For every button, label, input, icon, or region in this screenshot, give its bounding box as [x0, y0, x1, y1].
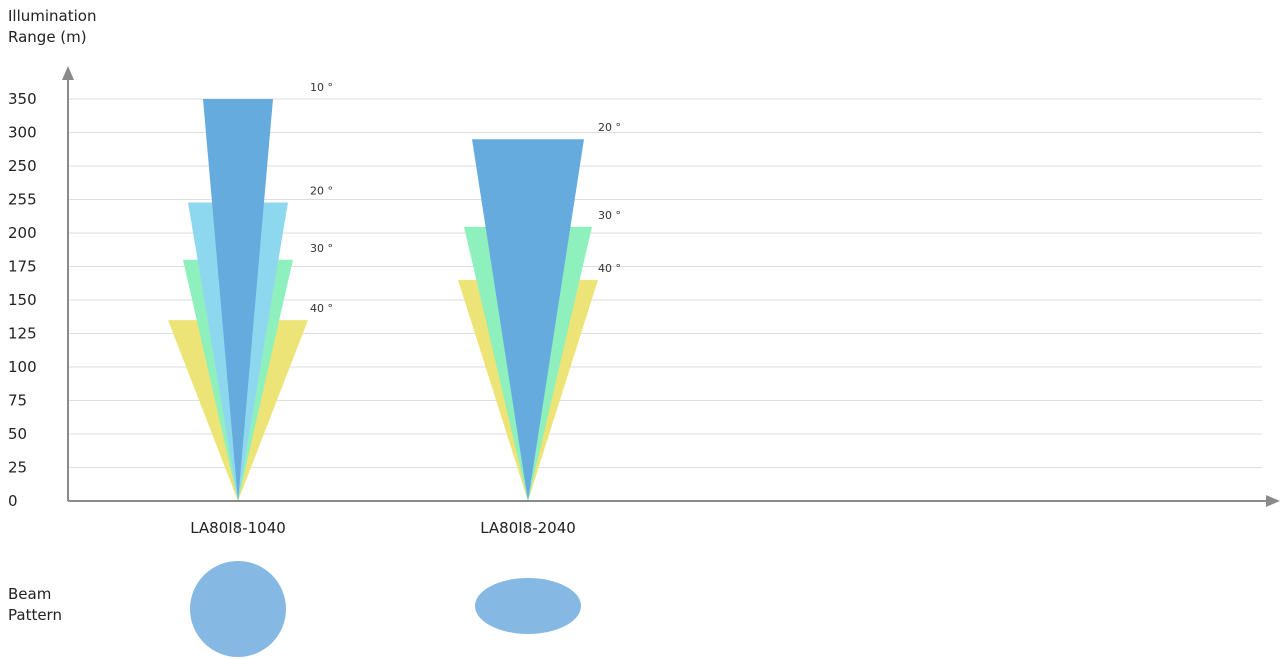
beam-patterns	[190, 561, 581, 657]
y-tick-label: 125	[8, 325, 37, 343]
angle-label: 20 °	[310, 185, 333, 198]
y-tick-label: 300	[8, 124, 37, 142]
y-tick-label: 350	[8, 90, 37, 108]
beam-pattern-circle	[190, 561, 286, 657]
y-tick-label: 175	[8, 258, 37, 276]
angle-label: 20 °	[598, 121, 621, 134]
y-axis-title: Illumination Range (m)	[8, 6, 96, 48]
y-tick-label: 200	[8, 224, 37, 242]
x-axis-arrow-icon	[1266, 495, 1280, 507]
angle-label: 30 °	[598, 209, 621, 222]
beam-la80i8-2040-20	[472, 139, 584, 501]
beam-triangles	[168, 99, 598, 501]
product-label: LA80I8-2040	[480, 519, 576, 537]
y-tick-label: 250	[8, 157, 37, 175]
y-axis-arrow-icon	[62, 66, 74, 80]
y-tick-label: 255	[8, 191, 37, 209]
beam-pattern-title-line-2: Pattern	[8, 606, 62, 624]
y-tick-label: 50	[8, 425, 27, 443]
y-tick-label: 100	[8, 358, 37, 376]
y-tick-label: 0	[8, 492, 18, 510]
product-label: LA80I8-1040	[190, 519, 286, 537]
y-axis-title-line-2: Range (m)	[8, 28, 87, 46]
y-tick-label: 25	[8, 459, 27, 477]
angle-label: 30 °	[310, 242, 333, 255]
beam-la80i8-1040-10	[203, 99, 273, 501]
beam-pattern-title-line-1: Beam	[8, 585, 52, 603]
angle-label: 40 °	[310, 302, 333, 315]
y-tick-label: 75	[8, 392, 27, 410]
y-axis-title-line-1: Illumination	[8, 7, 97, 25]
angle-label: 10 °	[310, 81, 333, 94]
angle-labels: 40 ° 30 ° 20 ° 10 ° 40 ° 30 ° 20 °	[310, 81, 621, 315]
beam-pattern-title: Beam Pattern	[8, 584, 62, 626]
angle-label: 40 °	[598, 262, 621, 275]
y-tick-label: 150	[8, 291, 37, 309]
product-labels: LA80I8-1040 LA80I8-2040	[190, 519, 576, 537]
beam-pattern-ellipse	[475, 578, 581, 634]
axes	[62, 66, 1280, 507]
